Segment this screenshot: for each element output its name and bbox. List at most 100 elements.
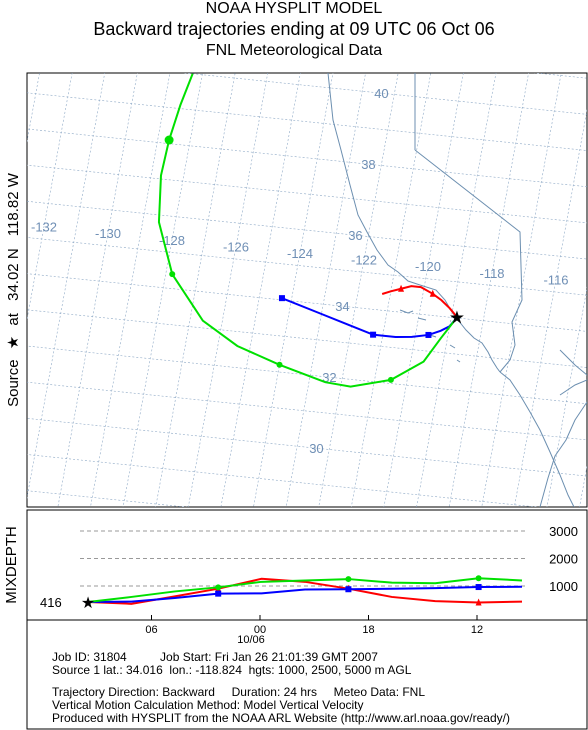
longitude-gridline [481,73,562,507]
title-line-1: NOAA HYSPLIT MODEL [205,0,383,17]
mixdepth-start-value: 416 [40,595,62,610]
longitude-label: -126 [223,239,249,254]
latitude-gridline [533,73,587,79]
coastline [327,73,587,507]
footer-vertical-motion-line: Vertical Motion Calculation Method: Mode… [52,698,364,712]
latitude-gridline [27,418,587,477]
latitude-label: 30 [309,441,323,456]
green-mixdepth-line [87,577,523,603]
trajectory-marker [398,284,405,292]
mixdepth-x-tick-label: 18 [362,624,374,636]
footer-source-line: Source 1 lat.: 34.016 lon.: -118.824 hgt… [52,663,412,677]
longitude-gridline [57,73,138,507]
blue-trajectory-line [281,297,458,338]
latitude-gridline [27,454,539,507]
trajectory-marker [387,376,394,383]
mixdepth-y-tick-label: 3000 [549,524,578,539]
mixdepth-x-tick-label: 06 [145,624,157,636]
longitude-gridline [27,73,73,322]
latitude-gridline [0,532,588,638]
mixdepth-marker [475,598,482,606]
source-marker: ★ [449,307,465,327]
latitude-gridline [27,309,587,368]
longitude-gridline [383,73,464,507]
longitude-label: -120 [415,259,441,274]
longitude-gridline [220,73,301,507]
longitude-label: -122 [351,253,377,268]
latitude-gridline [27,92,587,151]
mixdepth-y-tick-label: 1000 [549,579,578,594]
latitude-gridline [27,273,587,332]
latitude-label: 38 [361,157,375,172]
mixdepth-y-tick-label: 2000 [549,551,578,566]
longitude-gridline [579,464,587,507]
latitude-label: 40 [374,86,388,101]
trajectory-marker [425,331,432,338]
longitude-gridline [90,73,171,507]
longitude-label: -118 [479,266,504,281]
latitude-label: 34 [335,299,349,314]
footer-frame [26,619,588,730]
footer-direction-line: Trajectory Direction: Backward Duration:… [52,685,426,699]
green-trajectory-line [157,73,458,388]
latitude-gridline [27,164,587,224]
longitude-labels: -132 -130 -128 -126 -124 -122 -120 -118 -116 [31,220,569,288]
longitude-label: -132 [31,220,57,235]
longitude-gridline [514,108,587,507]
mixdepth-panel: ★ [80,530,528,612]
at-word: at [5,312,22,325]
longitude-gridline [187,73,269,507]
mixdepth-x-tick-label: 12 [471,624,483,636]
svg-text:★: ★ [449,307,465,327]
latitude-gridline [27,128,587,188]
longitude-label: -116 [543,272,568,287]
svg-text:Source ★ at: Source ★ at 34.02 N 118.82 W [5,172,22,407]
mixdepth-marker [475,584,482,591]
map-panel-frame [26,72,588,508]
longitude-gridline [546,286,587,507]
mixdepth-label: MIXDEPTH [3,526,20,604]
trajectory-marker [278,295,285,302]
source-side-label: Source ★ at 34.02 N 118.82 W [5,172,22,407]
mixdepth-marker [345,576,352,583]
mixdepth-source-star: ★ [81,595,95,612]
mixdepth-marker [215,584,222,591]
longitude-gridline [285,73,366,507]
mixdepth-x-tick-label: 00 [254,624,266,636]
latitude-gridline [0,0,588,70]
longitude-gridline [448,73,529,507]
mixdepth-marker [215,590,222,597]
trajectory-marker [370,331,377,338]
mixdepth-marker [475,575,482,582]
longitude-gridline [27,73,106,500]
longitude-label: -130 [95,226,121,241]
source-lon: 118.82 W [5,172,22,236]
latitude-gridline [182,73,587,115]
red-trajectory-line [381,285,458,318]
mixdepth-gridlines [80,530,528,587]
source-word: Source [5,359,22,407]
longitude-gridline [122,73,203,507]
latitude-label: 36 [348,228,362,243]
footer-produced-line: Produced with HYSPLIT from the NOAA ARL … [52,711,510,725]
trajectory-marker [276,361,283,368]
longitude-label: -124 [287,246,313,261]
longitude-gridline [318,73,399,507]
title-line-2: Backward trajectories ending at 09 UTC 0… [93,19,495,39]
trajectory-marker [169,271,176,278]
trajectory-marker [429,289,436,297]
map-grid [0,0,588,638]
latitude-gridline [27,490,189,507]
mixdepth-y-tick-labels: 3000 2000 1000 [549,524,578,594]
latitude-gridline [0,0,588,34]
source-lat: 34.02 N [5,248,22,301]
trajectory-marker [164,135,174,145]
footer-job-line: Job ID: 31804 Job Start: Fri Jan 26 21:0… [52,650,378,664]
title-line-3: FNL Meteorological Data [205,42,383,59]
trajectory-lines [157,73,458,388]
longitude-gridline [416,73,497,507]
mixdepth-date-label: 10/06 [237,634,265,646]
blue-mixdepth-line [87,585,523,603]
